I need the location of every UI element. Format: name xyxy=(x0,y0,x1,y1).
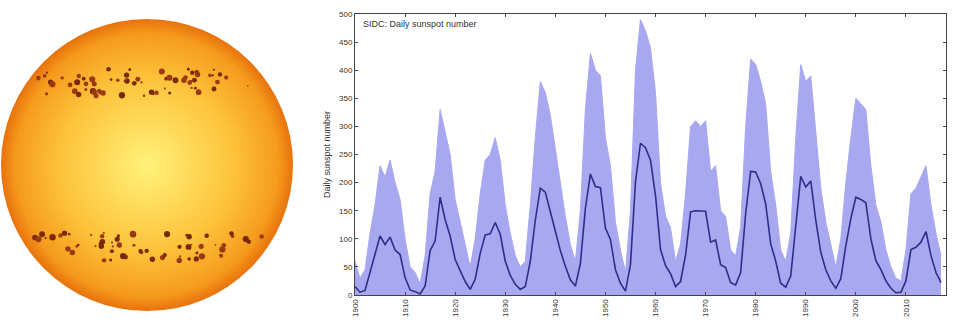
svg-text:450: 450 xyxy=(339,38,353,47)
svg-text:0: 0 xyxy=(348,291,353,300)
svg-text:350: 350 xyxy=(339,94,353,103)
svg-text:1990: 1990 xyxy=(801,299,810,317)
svg-text:500: 500 xyxy=(339,10,353,19)
svg-text:150: 150 xyxy=(339,207,353,216)
svg-text:200: 200 xyxy=(339,178,353,187)
svg-text:1950: 1950 xyxy=(601,299,610,317)
svg-text:Daily sunspot number: Daily sunspot number xyxy=(322,111,332,198)
svg-text:400: 400 xyxy=(339,66,353,75)
svg-text:SIDC: Daily sunspot number: SIDC: Daily sunspot number xyxy=(363,19,477,29)
svg-text:1970: 1970 xyxy=(701,299,710,317)
svg-text:1930: 1930 xyxy=(501,299,510,317)
svg-text:1980: 1980 xyxy=(751,299,760,317)
svg-text:2010: 2010 xyxy=(902,299,911,317)
svg-text:2000: 2000 xyxy=(851,299,860,317)
svg-text:1960: 1960 xyxy=(651,299,660,317)
svg-text:50: 50 xyxy=(343,263,352,272)
svg-text:250: 250 xyxy=(339,150,353,159)
svg-text:1900: 1900 xyxy=(351,299,360,317)
svg-text:1910: 1910 xyxy=(401,299,410,317)
svg-text:300: 300 xyxy=(339,122,353,131)
svg-text:1940: 1940 xyxy=(551,299,560,317)
svg-text:100: 100 xyxy=(339,235,353,244)
svg-text:1920: 1920 xyxy=(451,299,460,317)
